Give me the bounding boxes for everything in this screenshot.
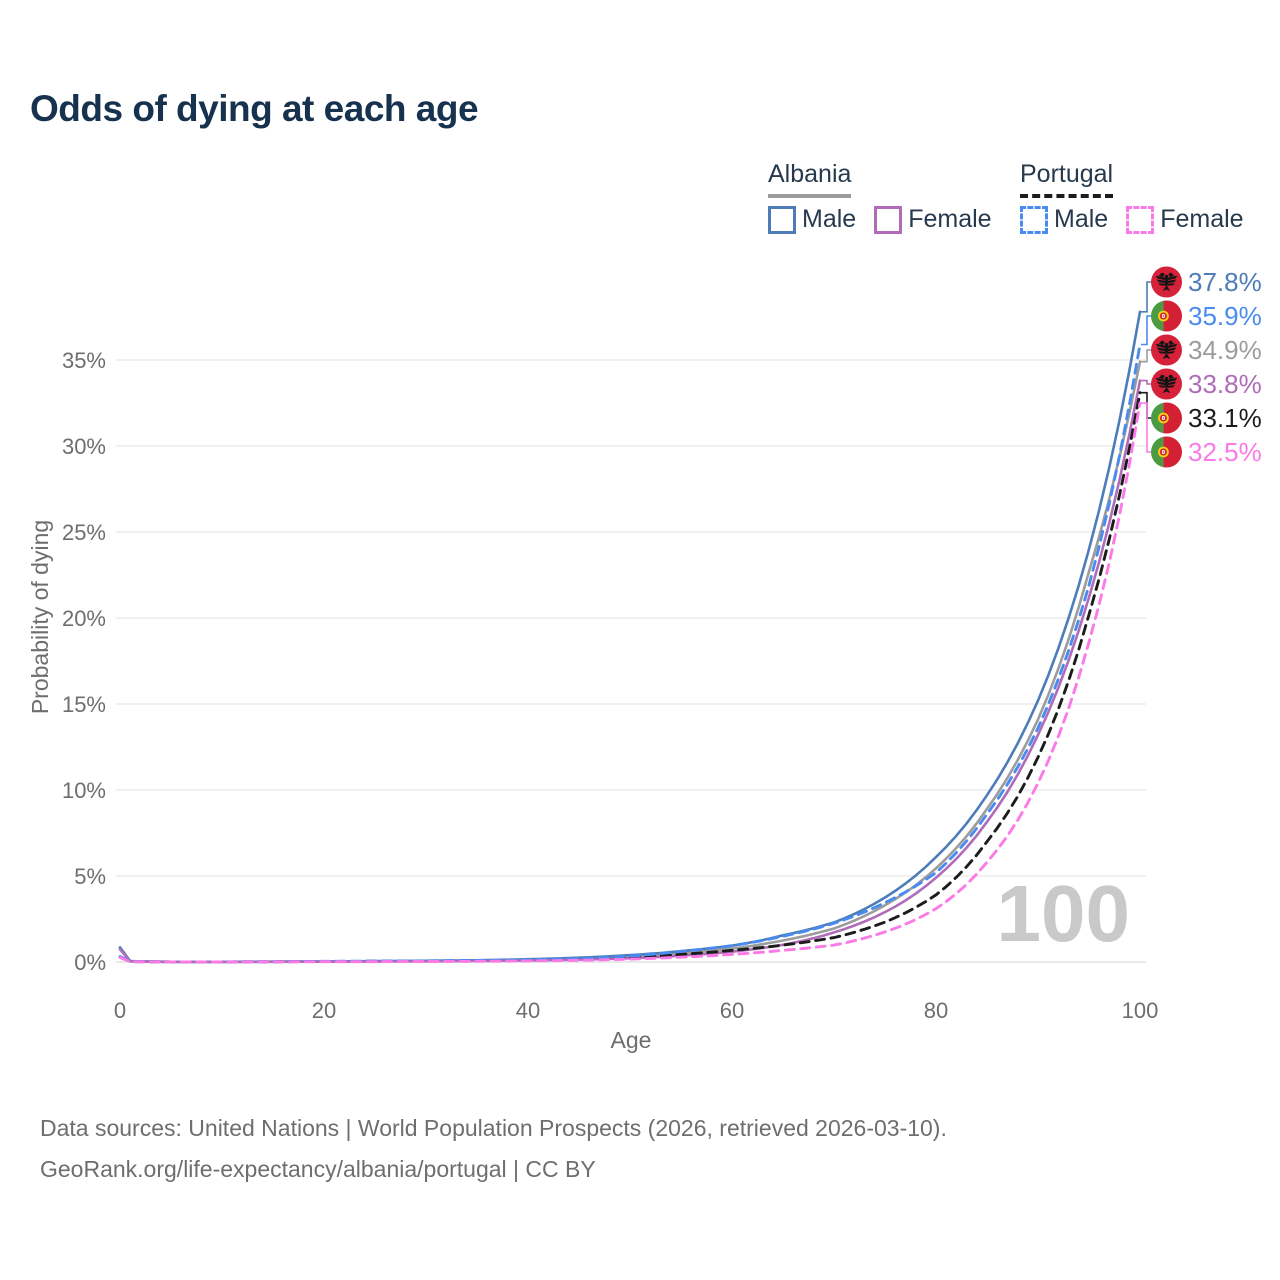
legend-item-label: Female bbox=[1160, 205, 1244, 233]
legend-checkbox-icon[interactable] bbox=[874, 205, 903, 234]
x-tick-label: 60 bbox=[720, 998, 744, 1023]
x-tick-label: 100 bbox=[1122, 998, 1159, 1023]
y-tick-label: 0% bbox=[74, 950, 106, 975]
page-title: Odds of dying at each age bbox=[30, 88, 479, 129]
y-axis-tick-labels: 0% 5% 10% 15% 20% 25% 30% 35% bbox=[62, 348, 106, 975]
legend-items-albania: Male Female bbox=[768, 205, 992, 234]
y-tick-label: 5% bbox=[74, 864, 106, 889]
x-axis-tick-labels: 0 20 40 60 80 100 bbox=[114, 998, 1158, 1023]
y-tick-label: 30% bbox=[62, 434, 106, 459]
y-tick-label: 15% bbox=[62, 692, 106, 717]
end-label-portugal-all: 33.1% bbox=[1188, 403, 1262, 433]
label-connector-albania-male bbox=[1141, 281, 1152, 313]
legend-item-label: Male bbox=[1054, 205, 1109, 233]
x-tick-label: 0 bbox=[114, 998, 126, 1023]
line-portugal-male bbox=[118, 343, 1142, 964]
gridlines bbox=[116, 359, 1146, 963]
albania-flag-icon bbox=[1151, 266, 1182, 298]
legend-items-portugal: Male Female bbox=[1020, 205, 1244, 234]
line-albania-female bbox=[118, 379, 1142, 964]
legend-item-portugal-male[interactable]: Male bbox=[1020, 205, 1108, 234]
end-label-portugal-female: 32.5% bbox=[1188, 437, 1262, 467]
legend-title-portugal[interactable]: Portugal bbox=[1020, 160, 1114, 198]
x-axis-title: Age bbox=[611, 1027, 652, 1053]
label-connector-albania-female bbox=[1141, 379, 1152, 385]
legend-title-albania[interactable]: Albania bbox=[768, 160, 852, 198]
end-label-albania-female: 33.8% bbox=[1188, 369, 1262, 399]
legend-item-label: Female bbox=[908, 205, 992, 233]
end-label-albania-male: 37.8% bbox=[1188, 267, 1262, 297]
y-tick-label: 25% bbox=[62, 520, 106, 545]
line-portugal-female bbox=[118, 401, 1142, 964]
legend-item-albania-male[interactable]: Male bbox=[768, 205, 856, 234]
label-connector-albania-all bbox=[1141, 349, 1152, 363]
legend-group-albania: Albania Male Female bbox=[768, 160, 992, 234]
series-lines bbox=[118, 310, 1142, 964]
albania-flag-icon bbox=[1151, 368, 1182, 400]
portugal-flag-icon bbox=[1151, 300, 1182, 332]
x-tick-label: 20 bbox=[312, 998, 336, 1023]
legend-item-portugal-female[interactable]: Female bbox=[1126, 205, 1244, 234]
legend-item-label: Male bbox=[802, 205, 857, 233]
legend: Albania Male Female Portugal Male Female bbox=[0, 0, 1280, 260]
legend-checkbox-icon[interactable] bbox=[768, 205, 796, 234]
x-tick-label: 80 bbox=[924, 998, 948, 1023]
y-tick-label: 35% bbox=[62, 348, 106, 373]
legend-checkbox-icon[interactable] bbox=[1126, 205, 1155, 234]
label-connector-portugal-female bbox=[1141, 402, 1152, 453]
legend-group-portugal: Portugal Male Female bbox=[1020, 160, 1244, 234]
footer-attribution: GeoRank.org/life-expectancy/albania/port… bbox=[40, 1156, 596, 1182]
y-tick-label: 10% bbox=[62, 778, 106, 803]
end-label-portugal-male: 35.9% bbox=[1188, 301, 1262, 331]
y-axis-title: Probability of dying bbox=[27, 520, 53, 714]
label-connector-portugal-male bbox=[1141, 315, 1152, 346]
footer: Data sources: United Nations | World Pop… bbox=[40, 1108, 947, 1190]
end-labels: 37.8% 35.9% 34.9% 33.8% 33.1% 32.5% bbox=[1141, 266, 1262, 468]
footer-data-sources: Data sources: United Nations | World Pop… bbox=[40, 1115, 947, 1141]
portugal-flag-icon bbox=[1151, 436, 1182, 468]
albania-flag-icon bbox=[1151, 334, 1182, 366]
legend-item-albania-female[interactable]: Female bbox=[874, 205, 992, 234]
end-label-albania-all: 34.9% bbox=[1188, 335, 1262, 365]
legend-checkbox-icon[interactable] bbox=[1020, 205, 1048, 234]
y-tick-label: 20% bbox=[62, 606, 106, 631]
portugal-flag-icon bbox=[1151, 402, 1182, 434]
age-watermark: 100 bbox=[997, 869, 1130, 958]
x-tick-label: 40 bbox=[516, 998, 540, 1023]
line-albania-all bbox=[118, 360, 1142, 964]
